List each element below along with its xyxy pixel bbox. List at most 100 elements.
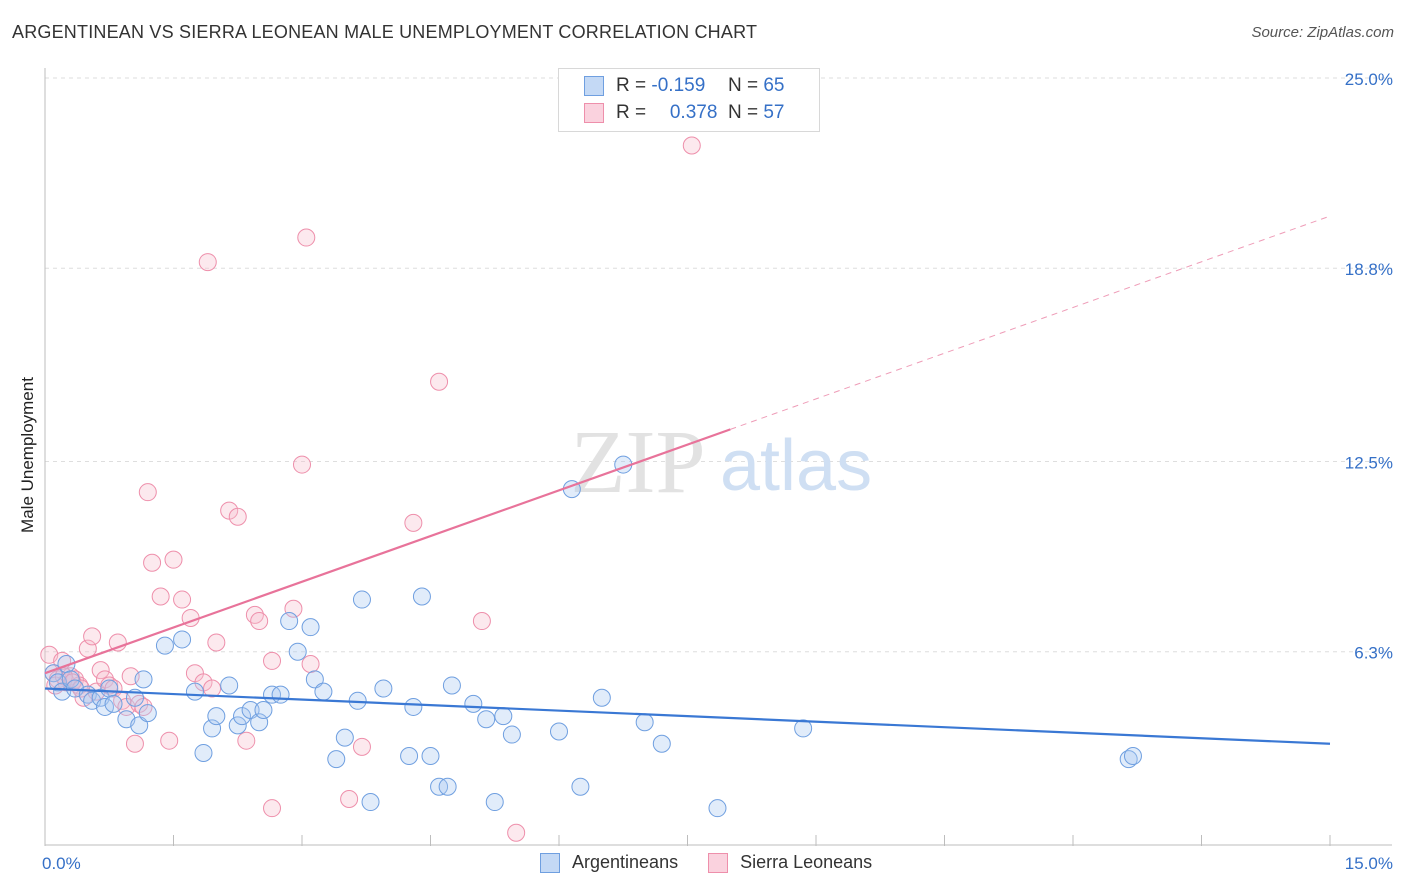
sierra-leonean-point [91,661,110,680]
argentinean-point [314,682,333,701]
argentinean-point [374,679,393,698]
correlation-legend: R = -0.159 N = 65 R = 0.378 N = 57 [558,68,820,132]
sierra-leonean-point [237,731,256,750]
argentinean-point [412,587,431,606]
argentinean-point [301,618,320,637]
argentinean-point [155,636,174,655]
sierra-leonean-point [173,590,192,609]
argentinean-point [288,642,307,661]
sierra-leonean-point [164,550,183,569]
argentinean-point [61,670,80,689]
y-tick-label: 6.3% [1354,644,1393,663]
argentinean-point [134,670,153,689]
trend-lines [44,215,1331,745]
argentinean-point [173,630,192,649]
sierra-leonean-point [71,679,90,698]
gridlines [45,77,1392,653]
legend-label: Argentineans [572,852,679,872]
legend-item-argentineans[interactable]: Argentineans [540,852,678,873]
argentinean-point [220,676,239,695]
watermark-atlas: atlas [720,426,872,506]
sierra-leonean-point [507,823,526,842]
legend-swatch-pink [708,852,729,873]
argentinean-point [708,799,727,818]
y-tick-label: 25.0% [1345,70,1393,89]
argentineans-trend-line [44,687,1331,745]
sierra-leoneans-trend-projection [730,215,1331,430]
legend-swatch-pink [584,103,604,123]
argentinean-point [550,722,568,741]
sierra-leonean-point [682,136,701,155]
argentinean-point [485,793,504,812]
sierra-leonean-point [198,253,217,272]
argentinean-point [194,743,213,762]
legend-r-value: 0.378 [669,102,718,123]
sierra-leonean-point [125,734,144,753]
legend-item-sierra-leoneans[interactable]: Sierra Leoneans [708,852,872,873]
argentinean-point [635,713,654,732]
legend-n-value: 57 [763,102,785,123]
sierra-leonean-point [104,679,123,698]
sierra-leonean-point [404,513,423,532]
argentinean-point [1123,747,1142,766]
argentinean-point [305,670,324,689]
legend-swatch-blue [584,76,604,96]
argentinean-point [228,716,247,735]
legend-label: Sierra Leoneans [740,852,873,872]
sierra-leoneans-trend-line [44,428,731,675]
argentinean-point [185,682,204,701]
argentinean-point [100,679,119,698]
argentinean-point [477,710,496,729]
legend-row-sierra-leoneans: R = 0.378 N = 57 [584,102,784,124]
sierra-leonean-point [297,228,316,247]
tick-labels: 6.3% 12.5% 18.8% 25.0% 0.0% 15.0% [42,70,1393,873]
argentinean-point [404,697,423,716]
sierra-leonean-point [151,587,170,606]
argentinean-point [652,734,671,753]
sierra-leonean-point [203,679,222,698]
sierra-leonean-point [160,731,179,750]
x-tick-label: 15.0% [1345,854,1393,873]
argentinean-point [592,688,611,707]
series-legend: Argentineans Sierra Leoneans [540,852,902,873]
legend-n-value: 65 [763,75,785,96]
sierra-leonean-point [263,651,282,670]
legend-row-argentineans: R = -0.159 N = 65 [584,75,784,97]
sierra-leonean-point [301,654,320,673]
argentinean-point [438,777,457,796]
argentinean-point [442,676,461,695]
legend-r-label: R = [616,75,647,96]
sierra-leonean-point [352,737,371,756]
x-tick-label: 0.0% [42,854,81,873]
legend-n-label: N = [727,102,759,123]
sierra-leonean-point [293,455,311,474]
argentinean-point [464,694,483,713]
legend-r-label: R = [616,102,647,123]
legend-r-value: -0.159 [651,75,706,96]
sierra-leonean-point [207,633,226,652]
y-tick-label: 12.5% [1345,454,1393,473]
argentinean-point [571,777,590,796]
chart-title: ARGENTINEAN VS SIERRA LEONEAN MALE UNEMP… [12,22,758,42]
argentinean-point [138,704,157,723]
argentinean-point [280,612,299,631]
argentinean-point [327,750,346,769]
sierra-leonean-point [430,372,449,391]
argentinean-point [254,701,273,720]
sierra-leonean-point [138,483,157,502]
argentinean-point [494,707,513,726]
sierra-leonean-point [83,627,102,646]
sierra-leonean-point [143,553,162,572]
argentinean-point [794,719,813,738]
axes [44,68,1392,846]
argentinean-point [361,793,380,812]
sierra-leonean-point [340,789,359,808]
sierra-leonean-point [228,507,247,526]
legend-swatch-blue [540,852,560,873]
argentinean-point [130,716,149,735]
argentinean-point [104,694,123,713]
argentinean-point [241,701,260,720]
argentinean-point [207,707,226,726]
argentinean-point [335,728,354,747]
